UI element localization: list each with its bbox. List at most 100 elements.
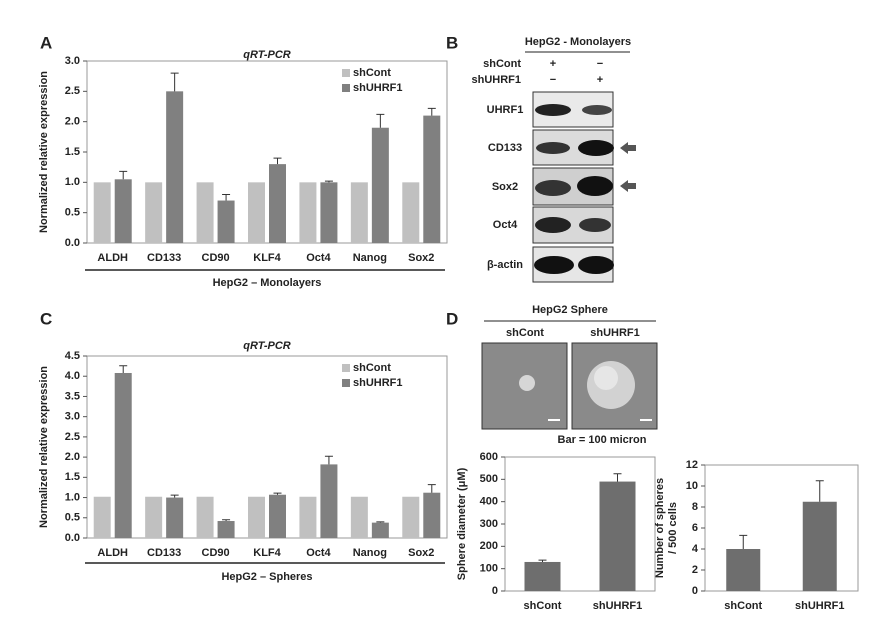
legend-label: shCont [353,362,391,374]
y-tick-label: 1.0 [65,491,80,503]
x-axis-label: HepG2 – Spheres [221,571,312,583]
y-tick-label: 100 [480,563,498,575]
error-bar [376,113,385,128]
error-bar [222,519,231,522]
bar [114,179,132,243]
error-bar [119,365,128,373]
panel-label: C [40,309,52,328]
sphere-title: HepG2 Sphere [532,304,608,316]
x-tick-label: Sox2 [408,252,434,264]
y-tick-label: 0.0 [65,237,80,249]
y-tick-label: 500 [480,473,498,485]
y-axis-label: / 500 cells [667,502,679,554]
sample-label: shCont [506,327,544,339]
error-bar [427,107,436,116]
y-tick-label: 4.0 [65,370,80,382]
bar [269,164,286,243]
y-tick-label: 0 [692,585,698,597]
y-axis-label: Number of spheres [654,478,666,578]
legend-label: shCont [353,67,391,79]
bar [93,496,111,538]
bar [166,91,184,243]
y-tick-label: 2.5 [65,431,80,443]
bar [196,496,214,538]
bar [802,501,837,591]
bar [320,182,338,243]
error-bar [427,484,436,493]
sample-label: shUHRF1 [590,327,640,339]
x-tick-label: ALDH [97,252,128,264]
error-bar [324,180,333,183]
band-label: Oct4 [493,219,518,231]
band-label: Sox2 [492,181,518,193]
condition-label: shUHRF1 [471,74,521,86]
lane-sign: + [597,74,603,86]
y-tick-label: 0.5 [65,512,80,524]
bar [599,481,636,591]
y-tick-label: 10 [686,480,698,492]
bar [145,496,163,538]
bar [524,561,561,591]
y-tick-label: 2 [692,564,698,576]
bar [217,200,235,243]
x-tick-label: ALDH [97,547,128,559]
error-bar [324,455,333,465]
y-tick-label: 3.0 [65,411,80,423]
x-tick-label: shCont [524,600,562,612]
error-bar [273,492,282,495]
panel-label: D [446,309,458,328]
band-label: UHRF1 [487,104,524,116]
x-tick-label: CD133 [147,252,181,264]
x-tick-label: KLF4 [253,252,281,264]
lane-sign: + [550,58,556,70]
error-bar [222,193,231,201]
blot-title: HepG2 - Monolayers [525,36,631,48]
legend-label: shUHRF1 [353,82,403,94]
y-tick-label: 200 [480,540,498,552]
y-tick-label: 0.0 [65,532,80,544]
y-tick-label: 6 [692,522,698,534]
y-tick-label: 0 [492,585,498,597]
legend-swatch [342,364,350,372]
error-bar [119,170,128,180]
x-tick-label: CD133 [147,547,181,559]
band-label: CD133 [488,142,522,154]
bar [166,497,184,538]
y-tick-label: 400 [480,496,498,508]
bar [320,464,338,538]
bar [93,182,111,243]
y-tick-label: 1.5 [65,146,80,158]
x-axis-label: HepG2 – Monolayers [213,277,322,289]
x-tick-label: Oct4 [306,252,331,264]
y-tick-label: 1.5 [65,471,80,483]
sphere-images [481,342,658,430]
error-bar [613,473,622,482]
y-tick-label: 12 [686,459,698,471]
bar [217,521,235,538]
y-tick-label: 600 [480,451,498,463]
bar [350,182,368,243]
x-tick-label: Nanog [353,547,387,559]
x-tick-label: shCont [724,600,762,612]
error-bar [538,559,547,562]
y-tick-label: 4 [692,543,699,555]
bar [350,496,368,538]
scale-label: Bar = 100 micron [558,434,647,446]
y-tick-label: 3.0 [65,55,80,67]
bar [114,372,132,538]
y-axis-label: Normalized relative expression [38,71,50,233]
legend-swatch [342,379,350,387]
x-tick-label: Sox2 [408,547,434,559]
bar [196,182,214,243]
error-bar [170,72,179,92]
y-tick-label: 300 [480,518,498,530]
y-tick-label: 8 [692,501,698,513]
legend-label: shUHRF1 [353,377,403,389]
error-bar [170,494,179,498]
y-axis-label: Sphere diameter (μM) [456,467,468,580]
bar [726,549,761,591]
bar [248,182,265,243]
y-axis-label: Normalized relative expression [38,366,50,528]
bar [402,496,420,538]
